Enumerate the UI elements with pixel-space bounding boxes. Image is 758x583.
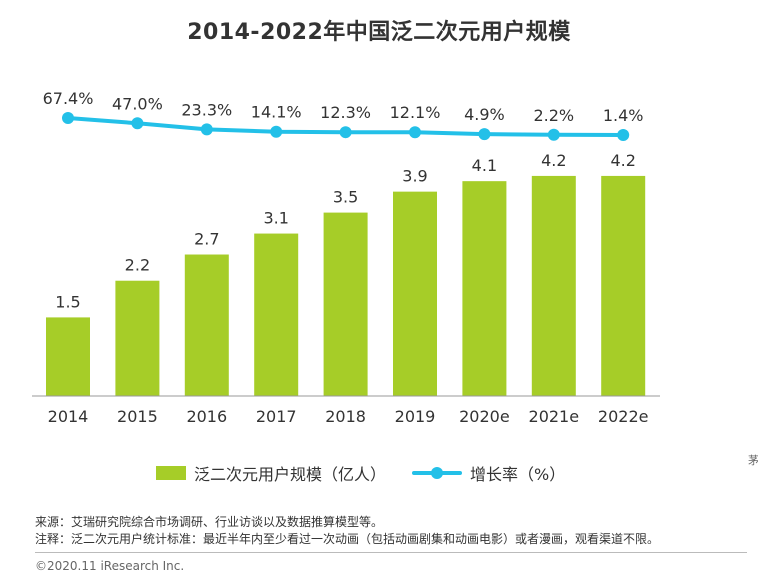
- bar-value-labels: 1.5 2.2 2.7 3.1 3.5 3.9 4.1 4.2 4.2: [55, 151, 636, 311]
- bar: [46, 317, 90, 396]
- growth-value-label: 12.1%: [390, 103, 441, 122]
- bar: [254, 233, 299, 396]
- x-tick-label: 2015: [117, 407, 158, 426]
- growth-point: [547, 128, 560, 141]
- x-tick-label: 2018: [325, 407, 366, 426]
- x-tick-label: 2017: [256, 407, 297, 426]
- growth-point: [409, 126, 421, 139]
- bar-value-label: 4.1: [472, 156, 497, 175]
- bar: [462, 181, 507, 396]
- legend-item-bar: 泛二次元用户规模（亿人）: [156, 458, 386, 488]
- source-note: 来源：艾瑞研究院综合市场调研、行业访谈以及数据推算模型等。: [35, 515, 384, 529]
- footnotes: 来源：艾瑞研究院综合市场调研、行业访谈以及数据推算模型等。 注释：泛二次元用户统…: [35, 514, 659, 548]
- chart-title: 2014-2022年中国泛二次元用户规模: [187, 20, 571, 45]
- footer-divider: [35, 552, 747, 553]
- x-tick-label: 2019: [395, 407, 436, 426]
- growth-value-label: 47.0%: [112, 94, 163, 113]
- x-tick-label: 2021e: [529, 407, 580, 426]
- definition-note: 注释：泛二次元用户统计标准：最近半年内至少看过一次动画（包括动画剧集和动画电影）…: [35, 532, 660, 546]
- copyright: ©2020.11 iResearch Inc.: [35, 559, 185, 573]
- bar-value-label: 1.5: [55, 292, 80, 311]
- growth-point: [478, 128, 491, 141]
- bar: [601, 175, 646, 396]
- growth-value-label: 2.2%: [533, 106, 574, 125]
- bar: [184, 254, 229, 396]
- line-swatch: [412, 466, 462, 480]
- bar-value-label: 2.7: [194, 230, 219, 249]
- bar-value-label: 3.1: [263, 209, 288, 228]
- growth-value-labels: 67.4% 47.0% 23.3% 14.1% 12.3% 12.1% 4.9% 2.2% 1.…: [43, 89, 644, 125]
- bar: [393, 191, 437, 396]
- bar-value-label: 3.9: [402, 167, 427, 186]
- bar-value-label: 2.2: [125, 256, 150, 275]
- bar-swatch: [156, 466, 186, 480]
- bar-series: [46, 175, 646, 396]
- growth-value-label: 12.3%: [320, 103, 371, 122]
- growth-point: [200, 123, 213, 136]
- x-tick-labels: 2014 2015 2016 2017 2018 2019 2020e 2021e 2022e: [48, 407, 649, 426]
- growth-value-label: 67.4%: [43, 89, 94, 108]
- x-tick-label: 2016: [186, 407, 227, 426]
- growth-point: [339, 126, 352, 139]
- growth-line-series: [62, 112, 630, 141]
- bar-value-label: 4.2: [541, 151, 566, 170]
- x-tick-label: 2022e: [598, 407, 649, 426]
- bar: [531, 175, 576, 396]
- legend-item-line: 增长率（%）: [412, 458, 565, 488]
- growth-point: [617, 129, 630, 141]
- x-tick-label: 2020e: [459, 407, 510, 426]
- bar-value-label: 4.2: [610, 151, 635, 170]
- growth-value-label: 14.1%: [251, 103, 302, 122]
- growth-value-label: 4.9%: [464, 105, 505, 124]
- bar: [115, 280, 160, 396]
- bar-value-label: 3.5: [333, 188, 358, 207]
- stray-character: 茅: [748, 454, 758, 467]
- bar: [323, 212, 368, 396]
- growth-point: [62, 112, 74, 124]
- growth-point: [270, 125, 283, 138]
- x-tick-label: 2014: [48, 407, 89, 426]
- growth-point: [131, 117, 144, 130]
- growth-value-label: 1.4%: [603, 106, 644, 125]
- legend-bar-label: 泛二次元用户规模（亿人）: [194, 465, 387, 484]
- legend: 泛二次元用户规模（亿人） 增长率（%）: [0, 458, 758, 488]
- growth-value-label: 23.3%: [181, 100, 232, 119]
- legend-line-label: 增长率（%）: [470, 465, 566, 484]
- chart: 1.5 2.2 2.7 3.1 3.5 3.9 4.1 4.2 4.2 67.4% 47.0% 23…: [32, 89, 660, 426]
